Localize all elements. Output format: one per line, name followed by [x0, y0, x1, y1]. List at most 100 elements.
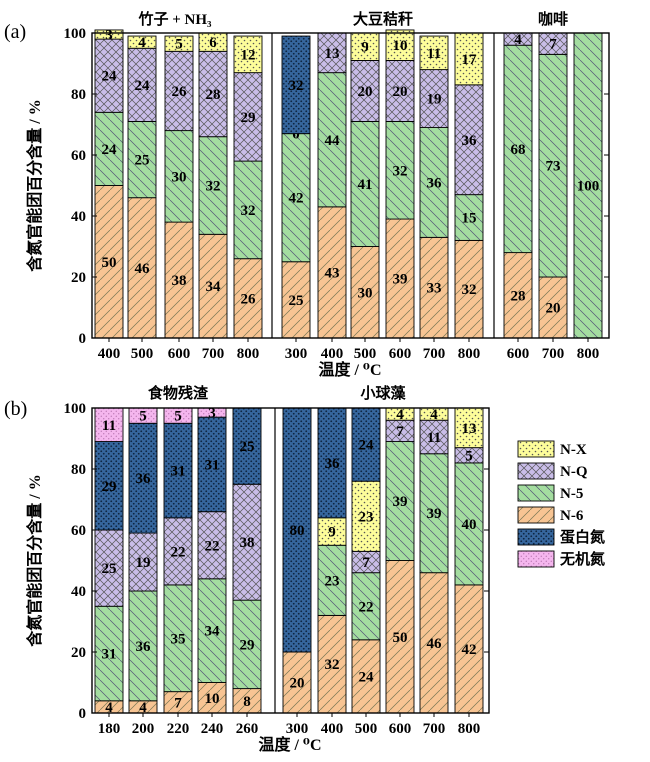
data-label: 46: [427, 636, 443, 652]
bar-segment: [419, 35, 449, 71]
bar-segment: [419, 69, 449, 128]
bar-segment: [454, 239, 484, 339]
panel-label: (b): [4, 398, 27, 420]
data-label: 25: [102, 561, 117, 577]
data-label: 26: [241, 291, 257, 307]
data-label: 5: [174, 409, 182, 425]
data-label: 33: [427, 281, 442, 297]
legend-swatch: [517, 484, 555, 502]
bar-segment: [385, 120, 415, 220]
bar-segment: [198, 233, 228, 339]
data-label: 4: [396, 407, 404, 423]
data-label: 36: [325, 456, 341, 472]
bar-segment: [232, 483, 262, 601]
bar-segment: [385, 29, 415, 61]
bar-segment: [317, 517, 347, 546]
group-title: 咖啡: [538, 10, 568, 28]
data-label: 19: [136, 555, 151, 571]
plot-frame: [91, 407, 490, 714]
bar-segment: [197, 682, 227, 714]
legend-label: N-6: [560, 508, 584, 524]
data-label: 4: [139, 700, 147, 716]
data-label: 29: [241, 110, 256, 126]
data-label: 11: [102, 418, 116, 434]
bar-segment: [350, 246, 380, 339]
bar-segment: [163, 517, 193, 586]
y-tick-label: 60: [71, 523, 86, 539]
data-label: 80: [290, 523, 305, 539]
x-tick-label: 600: [507, 346, 530, 362]
data-label: 25: [240, 439, 255, 455]
data-label: 20: [546, 301, 561, 317]
bar-segment: [94, 185, 124, 339]
y-tick-label: 20: [71, 645, 86, 661]
x-tick-label: 200: [132, 721, 155, 737]
legend-label: 蛋白氮: [560, 528, 605, 546]
y-tick-label: 80: [71, 462, 86, 478]
bar-segment: [127, 197, 157, 339]
data-label: 23: [359, 509, 374, 525]
x-tick-label: 500: [355, 721, 378, 737]
data-label: 34: [205, 624, 221, 640]
data-label: 11: [427, 46, 441, 62]
bar-segment: [281, 35, 311, 135]
group-title: 食物残渣: [148, 384, 209, 402]
bar-segment: [350, 60, 380, 122]
data-label: 28: [511, 288, 526, 304]
bar-segment: [94, 529, 124, 607]
bar-segment: [233, 35, 263, 74]
bar-segment: [197, 511, 227, 580]
legend-swatch: [517, 462, 555, 480]
data-label: 32: [289, 78, 304, 94]
data-label: 6: [209, 35, 217, 51]
data-label: 13: [325, 46, 340, 62]
bar-segment: [350, 32, 380, 61]
x-tick-label: 220: [167, 721, 190, 737]
data-label: 10: [393, 38, 408, 54]
bar-segment: [385, 60, 415, 122]
data-label: 12: [241, 47, 256, 63]
data-label: 43: [325, 265, 340, 281]
bar-segment: [454, 32, 484, 86]
y-tick-label: 0: [79, 331, 87, 347]
data-label: 39: [427, 506, 442, 522]
data-label: 25: [135, 153, 150, 169]
data-label: 7: [174, 695, 182, 711]
x-tick-label: 300: [286, 721, 309, 737]
y-tick-label: 100: [64, 26, 87, 42]
y-tick-label: 100: [64, 401, 87, 417]
bar-segment: [163, 584, 193, 693]
x-tick-label: 400: [321, 721, 344, 737]
data-label: 5: [175, 37, 183, 53]
data-label: 5: [139, 409, 147, 425]
y-axis-label: 含氮官能团百分含量 / %: [25, 474, 44, 646]
data-label: 41: [358, 177, 373, 193]
data-label: 24: [359, 438, 375, 454]
bar-segment: [503, 44, 533, 254]
data-label: 100: [577, 179, 600, 195]
bar-segment: [128, 590, 158, 702]
data-label: 20: [290, 676, 305, 692]
data-label: 32: [462, 282, 477, 298]
data-label: 31: [171, 464, 186, 480]
data-label: 24: [102, 69, 118, 85]
data-label: 36: [462, 133, 478, 149]
x-axis-label: 温度 / ⁰C: [317, 360, 381, 379]
bar-segment: [419, 419, 449, 455]
data-label: 39: [393, 272, 408, 288]
data-label: 25: [289, 293, 304, 309]
data-label: 38: [172, 273, 187, 289]
data-label: 73: [546, 159, 561, 175]
bar-segment: [94, 29, 124, 40]
bar-segment: [573, 32, 603, 339]
bar-segment: [281, 133, 311, 263]
bar-segment: [351, 480, 381, 552]
bar-segment: [282, 407, 312, 653]
data-label: 30: [358, 285, 373, 301]
data-label: 9: [328, 525, 336, 541]
data-label: 36: [427, 175, 443, 191]
bar-segment: [233, 160, 263, 260]
data-label: 46: [135, 261, 151, 277]
data-label: 29: [102, 479, 117, 495]
